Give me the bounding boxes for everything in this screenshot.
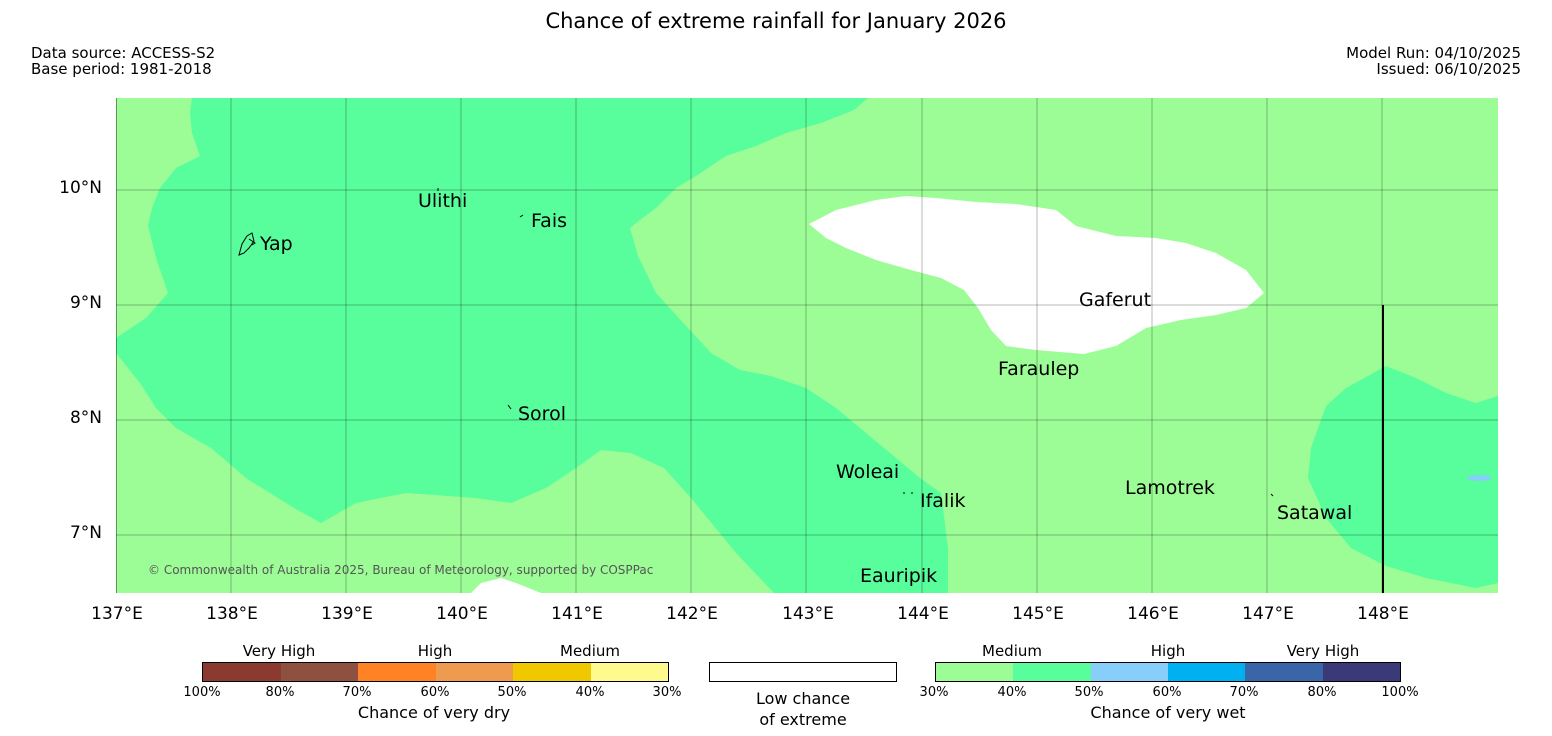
wet-seg-1 xyxy=(936,663,1014,681)
wet-seg-6 xyxy=(1322,663,1400,681)
dry-tick-60: 60% xyxy=(420,685,450,700)
model-run: Model Run: 04/10/2025 xyxy=(1346,44,1521,62)
satawal-island xyxy=(1270,493,1274,497)
lon-label-147e: 147°E xyxy=(1242,604,1294,624)
run-info: Model Run: 04/10/2025 Issued: 06/10/2025 xyxy=(1346,45,1521,77)
low-chance-label: Low chance of extreme xyxy=(703,688,903,730)
wet-tick-30: 30% xyxy=(919,685,949,700)
dry-tick-30: 30% xyxy=(652,685,682,700)
wet-legend-title: Chance of very wet xyxy=(1090,703,1246,722)
dry-legend-title: Chance of very dry xyxy=(357,703,511,722)
wet-colorbar xyxy=(935,662,1401,682)
yap-island xyxy=(238,232,256,256)
high-wet-region-west xyxy=(116,98,948,593)
wet-tick-70: 70% xyxy=(1229,685,1259,700)
lon-label-145e: 145°E xyxy=(1012,604,1064,624)
place-label-eauripik: Eauripik xyxy=(860,565,938,587)
low-chance-region xyxy=(809,196,1264,354)
place-label-faraulep: Faraulep xyxy=(998,358,1080,380)
dry-seg-3 xyxy=(358,663,436,681)
wet-tick-50: 50% xyxy=(1074,685,1104,700)
dry-tick-100: 100% xyxy=(183,685,221,700)
low-chance-patch-south xyxy=(471,578,541,593)
place-label-lamotrek: Lamotrek xyxy=(1125,477,1215,499)
wet-tick-60: 60% xyxy=(1152,685,1182,700)
dry-cat-medium: Medium xyxy=(560,642,620,660)
data-source: Data source: ACCESS-S2 xyxy=(31,44,216,62)
lon-label-138e: 138°E xyxy=(206,604,258,624)
wet-seg-5 xyxy=(1245,663,1323,681)
place-label-sorol: Sorol xyxy=(518,403,566,425)
lon-label-141e: 141°E xyxy=(551,604,603,624)
lon-label-137e: 137°E xyxy=(91,604,143,624)
lon-label-146e: 146°E xyxy=(1127,604,1179,624)
dry-tick-70: 70% xyxy=(342,685,372,700)
wet-tick-40: 40% xyxy=(997,685,1027,700)
rainfall-map xyxy=(116,98,1498,593)
lon-label-140e: 140°E xyxy=(436,604,488,624)
wet-seg-4 xyxy=(1167,663,1246,681)
place-label-satawal: Satawal xyxy=(1277,502,1353,524)
map-gridlines xyxy=(116,98,1498,593)
lon-label-144e: 144°E xyxy=(897,604,949,624)
place-label-ulithi: Ulithi xyxy=(418,190,468,212)
dry-tick-40: 40% xyxy=(575,685,605,700)
copyright-notice: © Commonwealth of Australia 2025, Bureau… xyxy=(148,563,654,577)
low-chance-line1: Low chance xyxy=(755,689,851,708)
high-wet-region-east xyxy=(1308,366,1498,588)
lon-label-139e: 139°E xyxy=(321,604,373,624)
dry-seg-2 xyxy=(280,663,358,681)
place-label-ifalik: Ifalik xyxy=(920,490,966,512)
issued-date: Issued: 06/10/2025 xyxy=(1376,60,1521,78)
sorol-island xyxy=(507,404,512,410)
dry-cat-high: High xyxy=(417,642,453,660)
wet-cat-very-high: Very High xyxy=(1286,642,1360,660)
dry-tick-50: 50% xyxy=(497,685,527,700)
wet-tick-100: 100% xyxy=(1381,685,1419,700)
place-label-woleai: Woleai xyxy=(836,461,900,483)
place-label-yap: Yap xyxy=(260,233,293,255)
dry-colorbar xyxy=(202,662,669,682)
lat-label-7n: 7°N xyxy=(69,523,102,543)
lon-label-143e: 143°E xyxy=(782,604,834,624)
map-title: Chance of extreme rainfall for January 2… xyxy=(545,9,1007,33)
lat-label-8n: 8°N xyxy=(69,408,102,428)
very-wet-patch xyxy=(1467,475,1491,481)
wet-tick-80: 80% xyxy=(1307,685,1337,700)
low-chance-swatch xyxy=(709,662,897,682)
lat-label-9n: 9°N xyxy=(69,293,102,313)
map-area xyxy=(116,98,1498,593)
dry-seg-6 xyxy=(590,663,668,681)
lon-label-148e: 148°E xyxy=(1357,604,1409,624)
low-chance-line2: of extreme xyxy=(759,710,847,729)
lon-label-142e: 142°E xyxy=(666,604,718,624)
dry-seg-1 xyxy=(203,663,281,681)
wet-cat-medium: Medium xyxy=(982,642,1042,660)
wet-seg-3 xyxy=(1090,663,1168,681)
dry-seg-4 xyxy=(435,663,513,681)
place-label-gaferut: Gaferut xyxy=(1079,289,1152,311)
lat-label-10n: 10°N xyxy=(59,178,102,198)
dry-tick-80: 80% xyxy=(265,685,295,700)
dry-cat-very-high: Very High xyxy=(242,642,316,660)
fais-island xyxy=(519,214,524,218)
island-outlines xyxy=(238,188,1274,497)
dry-seg-5 xyxy=(513,663,591,681)
place-label-fais: Fais xyxy=(531,210,568,232)
base-period: Base period: 1981-2018 xyxy=(31,60,212,78)
source-info: Data source: ACCESS-S2 Base period: 1981… xyxy=(31,45,215,77)
wet-cat-high: High xyxy=(1150,642,1186,660)
wet-seg-2 xyxy=(1013,663,1091,681)
